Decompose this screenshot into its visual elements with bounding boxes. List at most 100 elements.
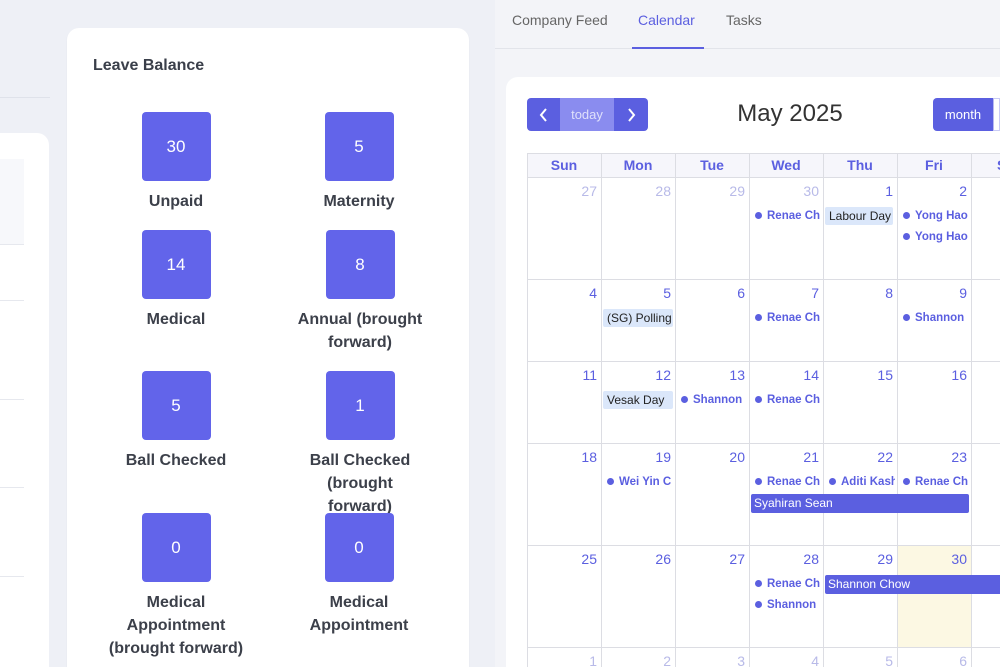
event-label: Yong Hao	[915, 210, 968, 222]
event-dot-icon	[755, 314, 762, 321]
day-number[interactable]: 27	[729, 551, 745, 567]
divider	[0, 244, 24, 245]
dow-header: Mon	[601, 153, 675, 177]
day-number[interactable]: 13	[729, 367, 745, 383]
day-number[interactable]: 9	[959, 285, 967, 301]
leave-item-medical-appointment-bf: 0 Medical Appointment (brought forward)	[76, 513, 276, 660]
grid-line	[971, 153, 972, 667]
tab-company-feed[interactable]: Company Feed	[512, 12, 608, 28]
event-label: Yong Hao	[915, 231, 968, 243]
calendar-event[interactable]: Renae Ch	[903, 474, 969, 490]
leave-item-maternity: 5 Maternity	[259, 112, 459, 213]
grid-line	[527, 545, 1000, 546]
day-number[interactable]: 4	[589, 285, 597, 301]
tab-calendar[interactable]: Calendar	[638, 12, 695, 28]
day-number[interactable]: 23	[951, 449, 967, 465]
day-number[interactable]: 15	[877, 367, 893, 383]
day-number[interactable]: 6	[959, 653, 967, 667]
day-number[interactable]: 26	[655, 551, 671, 567]
grid-line	[527, 279, 1000, 280]
day-number[interactable]: 5	[885, 653, 893, 667]
holiday-event[interactable]: Labour Day	[825, 207, 893, 225]
calendar-event[interactable]: Yong Hao	[903, 208, 969, 224]
event-label: Shannon	[915, 312, 965, 324]
day-number[interactable]: 19	[655, 449, 671, 465]
holiday-event[interactable]: (SG) Polling	[603, 309, 673, 327]
day-number[interactable]: 1	[885, 183, 893, 199]
grid-line	[527, 177, 1000, 178]
leave-label: Annual (brought forward)	[297, 311, 423, 351]
calendar-event[interactable]: Renae Ch	[755, 208, 821, 224]
day-number[interactable]: 28	[803, 551, 819, 567]
multi-day-event[interactable]: Syahiran Sean	[751, 494, 969, 513]
day-number[interactable]: 27	[581, 183, 597, 199]
grid-line	[675, 153, 676, 667]
event-label: Renae Ch	[767, 578, 821, 590]
day-number[interactable]: 29	[729, 183, 745, 199]
event-label: Renae Ch	[767, 476, 821, 488]
event-label: Renae Ch	[767, 312, 821, 324]
dow-header: Tue	[675, 153, 749, 177]
grid-line	[527, 153, 528, 667]
day-number[interactable]: 22	[877, 449, 893, 465]
calendar-event[interactable]: Aditi Kash	[829, 474, 895, 490]
calendar-event[interactable]: Renae Ch	[755, 392, 821, 408]
day-number[interactable]: 21	[803, 449, 819, 465]
day-number[interactable]: 20	[729, 449, 745, 465]
leave-item-annual-bf: 8 Annual (brought forward)	[259, 230, 461, 354]
day-number[interactable]: 5	[663, 285, 671, 301]
event-label: Shannon	[767, 599, 817, 611]
leave-count: 5	[141, 371, 211, 440]
divider	[0, 576, 24, 577]
day-number[interactable]: 18	[581, 449, 597, 465]
day-number[interactable]: 1	[589, 653, 597, 667]
grid-line	[823, 153, 824, 667]
holiday-event[interactable]: Vesak Day	[603, 391, 673, 409]
day-number[interactable]: 3	[737, 653, 745, 667]
today-button[interactable]: today	[560, 98, 614, 131]
day-number[interactable]: 8	[885, 285, 893, 301]
grid-line	[527, 647, 1000, 648]
day-number[interactable]: 6	[737, 285, 745, 301]
event-label: Renae Ch	[767, 210, 821, 222]
prev-month-button[interactable]	[527, 98, 560, 131]
day-number[interactable]: 28	[655, 183, 671, 199]
day-number[interactable]: 30	[951, 551, 967, 567]
day-number[interactable]: 29	[877, 551, 893, 567]
day-number[interactable]: 12	[655, 367, 671, 383]
calendar-event[interactable]: Shannon	[681, 392, 747, 408]
event-label: Renae Ch	[767, 394, 821, 406]
next-month-button[interactable]	[614, 98, 648, 131]
event-dot-icon	[755, 478, 762, 485]
grid-line	[897, 153, 898, 667]
day-number[interactable]: 4	[811, 653, 819, 667]
calendar-title: May 2025	[737, 100, 843, 127]
day-number[interactable]: 11	[582, 367, 597, 383]
day-number[interactable]: 14	[803, 367, 819, 383]
calendar-event[interactable]: Renae Ch	[755, 310, 821, 326]
dow-header: Sun	[527, 153, 601, 177]
divider	[0, 487, 24, 488]
tab-tasks[interactable]: Tasks	[726, 12, 762, 28]
chevron-left-icon	[539, 108, 547, 122]
calendar-event[interactable]: Shannon	[755, 597, 821, 613]
month-view-button[interactable]: month	[933, 98, 993, 131]
leave-label: Medical Appointment	[309, 594, 409, 634]
calendar-event[interactable]: Renae Ch	[755, 576, 821, 592]
leave-label: Ball Checked	[125, 452, 227, 469]
dow-header: Wed	[749, 153, 823, 177]
leave-count: 0	[324, 513, 394, 582]
calendar-event[interactable]: Shannon	[903, 310, 969, 326]
calendar-event[interactable]: Wei Yin C	[607, 474, 673, 490]
calendar-event[interactable]: Yong Hao	[903, 229, 969, 245]
day-number[interactable]: 2	[663, 653, 671, 667]
day-number[interactable]: 30	[803, 183, 819, 199]
week-view-button[interactable]	[993, 98, 1000, 131]
day-number[interactable]: 25	[581, 551, 597, 567]
tab-bar	[495, 0, 1000, 49]
calendar-event[interactable]: Renae Ch	[755, 474, 821, 490]
multi-day-event[interactable]: Shannon Chow	[825, 575, 1000, 594]
day-number[interactable]: 2	[959, 183, 967, 199]
day-number[interactable]: 16	[951, 367, 967, 383]
day-number[interactable]: 7	[811, 285, 819, 301]
